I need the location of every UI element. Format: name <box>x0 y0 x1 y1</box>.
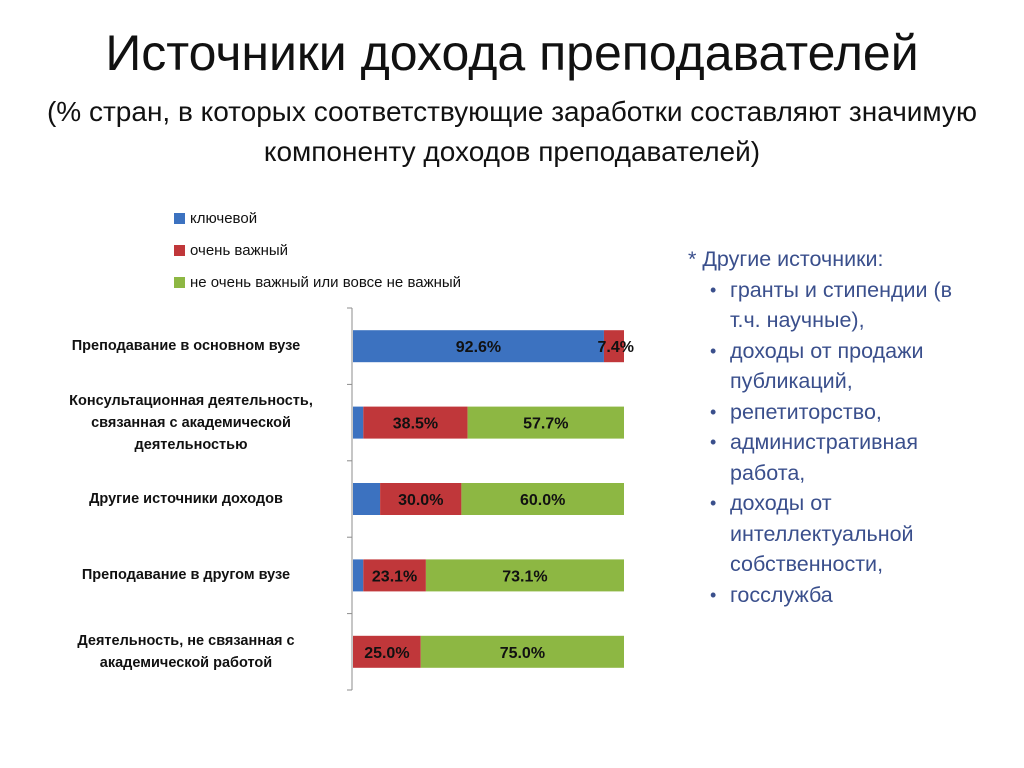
bar-segment-2 <box>363 559 426 592</box>
page-subtitle: (% стран, в которых соответствующие зара… <box>46 96 977 167</box>
category-label: Другие источники доходов <box>89 490 283 507</box>
chart-legend: ключевой очень важный не очень важный ил… <box>174 202 461 298</box>
bar-segment-1 <box>353 559 364 592</box>
page-title: Источники дохода преподавателей <box>105 25 919 81</box>
legend-label-very: очень важный <box>190 241 289 259</box>
category-label: Преподавание в основном вузе <box>71 338 301 355</box>
bar-segment-1 <box>353 406 364 439</box>
category-label: Консультационная деятельность, связанная… <box>69 392 313 453</box>
bar-segment-1 <box>353 330 604 363</box>
legend-item-not: не очень важный или вовсе не важный <box>174 266 461 298</box>
category-label: Преподавание в другом вузе <box>81 567 291 584</box>
data-label: 92.6% <box>456 339 501 356</box>
notes-item: гранты и стипендии (в т.ч. научные), <box>688 275 988 336</box>
other-sources-notes: * Другие источники: гранты и стипендии (… <box>688 244 988 610</box>
notes-list: гранты и стипендии (в т.ч. научные), дох… <box>688 275 988 611</box>
notes-item: госслужба <box>688 580 988 611</box>
bar-segment-2 <box>353 635 421 668</box>
notes-item: репетиторство, <box>688 397 988 428</box>
legend-label-not: не очень важный или вовсе не важный <box>190 273 462 291</box>
legend-item-very: очень важный <box>174 234 461 266</box>
data-label: 30.0% <box>398 492 443 509</box>
bar-segment-3 <box>461 483 624 515</box>
legend-label-key: ключевой <box>190 209 258 227</box>
notes-heading: * Другие источники: <box>688 247 884 271</box>
data-label: 73.1% <box>502 568 547 585</box>
data-label: 23.1% <box>372 568 417 585</box>
bar-segment-2 <box>363 406 468 439</box>
data-label: 25.0% <box>364 645 409 662</box>
bar-segment-3 <box>420 635 624 668</box>
legend-swatch-very <box>174 244 185 256</box>
legend-item-key: ключевой <box>174 202 461 234</box>
legend-swatch-key <box>174 212 185 224</box>
bar-segment-2 <box>603 330 624 363</box>
bar-segment-2 <box>380 483 462 515</box>
bar-segment-3 <box>425 559 624 592</box>
data-label: 57.7% <box>523 416 568 433</box>
bar-segment-1 <box>353 483 381 515</box>
data-label: 7.4% <box>598 339 634 356</box>
bar-segment-3 <box>467 406 624 439</box>
notes-item: административная работа, <box>688 427 988 488</box>
data-label: 60.0% <box>520 492 565 509</box>
data-label: 75.0% <box>500 645 545 662</box>
notes-item: доходы от продажи публикаций, <box>688 336 988 397</box>
notes-item: доходы от интеллектуальной собственности… <box>688 488 988 580</box>
data-label: 38.5% <box>393 416 438 433</box>
category-label: Деятельность, не связанная с академическ… <box>77 632 295 671</box>
legend-swatch-not <box>174 276 185 288</box>
